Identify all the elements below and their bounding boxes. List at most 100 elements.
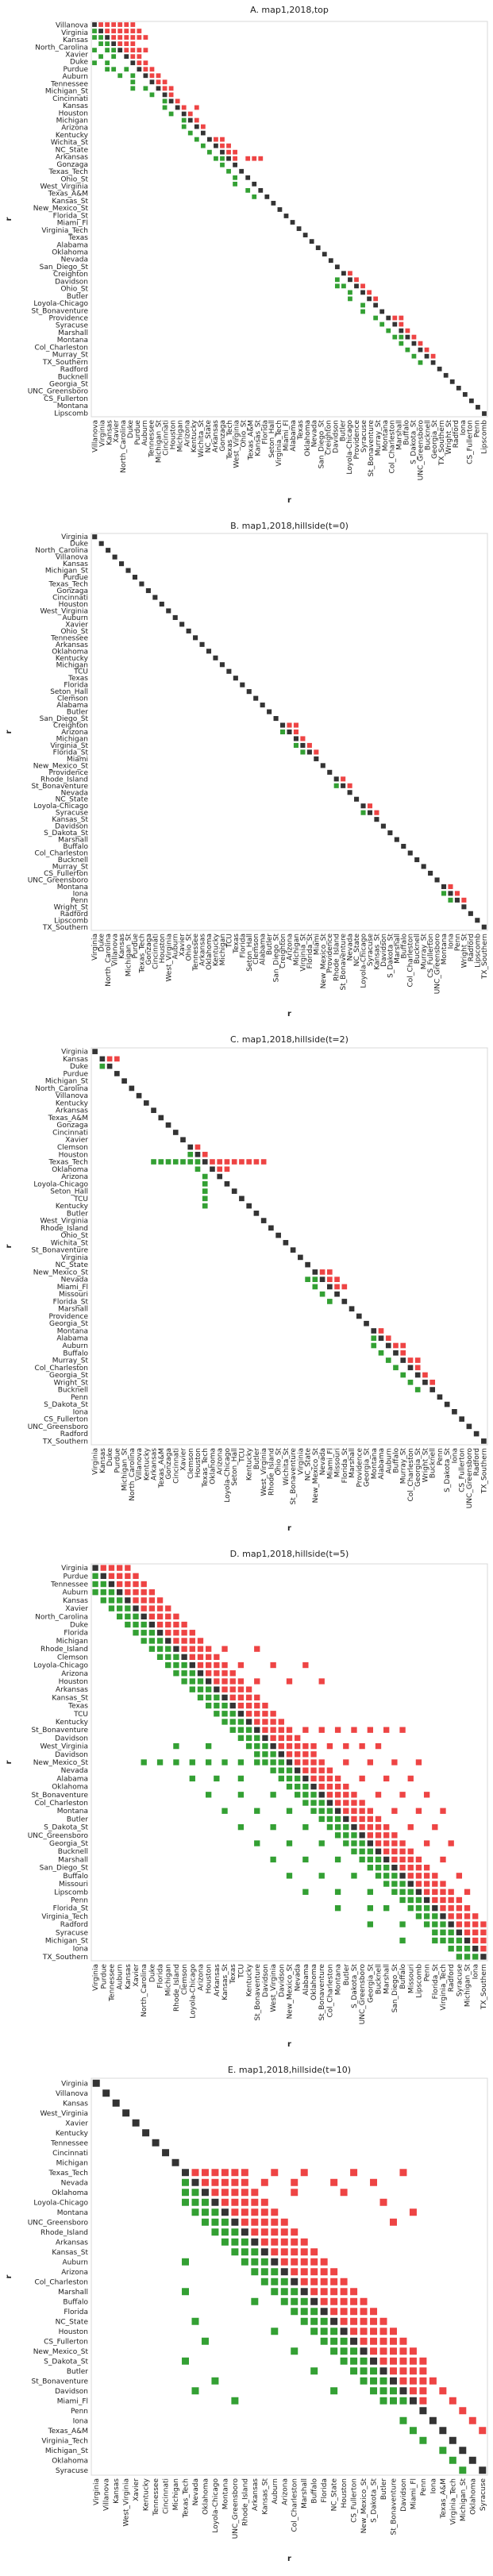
heatmap-cell-lower [245, 1727, 252, 1733]
y-tick-label: Miami_Fl [57, 2397, 88, 2405]
heatmap-cell-upper [280, 2248, 288, 2256]
x-tick-label: North_Carolina [105, 934, 113, 987]
heatmap-cell-lower [310, 1792, 317, 1798]
x-tick-label: Nevada [192, 2478, 200, 2505]
heatmap-cell-lower [189, 1775, 195, 1782]
x-tick-label: UNC_Greensboro [466, 1448, 474, 1509]
x-tick-label: Wright_St [445, 420, 453, 455]
heatmap-cell-upper [260, 2208, 268, 2216]
y-tick-label: Virginia [61, 2080, 88, 2088]
y-tick-label: Florida [64, 682, 88, 690]
heatmap-cell-upper [341, 776, 346, 782]
heatmap-cell-upper [379, 2328, 387, 2335]
y-tick-label: Iona [73, 1408, 88, 1416]
heatmap-cell-upper [245, 1711, 252, 1717]
heatmap-cell-upper [133, 1589, 139, 1596]
panel-title: C. map1,2018,hillside(t=2) [230, 1034, 349, 1045]
heatmap-cell-lower [182, 2198, 190, 2206]
heatmap-cell-lower [310, 2308, 318, 2316]
heatmap-cell-lower [241, 2248, 248, 2256]
heatmap-cell-upper [214, 137, 218, 142]
heatmap-cell-lower [156, 1638, 164, 1644]
heatmap-cell-diagonal [287, 729, 292, 735]
y-tick-label: Virginia [61, 1049, 88, 1057]
heatmap-cell-upper [429, 1379, 436, 1385]
heatmap-cell-lower [221, 2228, 229, 2236]
heatmap-cell-upper [229, 1670, 236, 1677]
heatmap-cell-lower [241, 2258, 248, 2266]
x-tick-label: West_Virginia [123, 2478, 131, 2527]
heatmap-cell-lower [251, 2258, 259, 2266]
x-tick-label: Arizona [281, 2478, 289, 2505]
heatmap-cell-diagonal [239, 168, 245, 174]
heatmap-cell-lower [326, 1823, 333, 1831]
y-tick-label: San_Diego_St [40, 715, 89, 723]
heatmap-cell-upper [373, 296, 379, 302]
heatmap-cell-upper [125, 1589, 131, 1596]
heatmap-cell-lower [229, 1727, 236, 1733]
heatmap-cell-diagonal [300, 742, 306, 748]
heatmap-cell-upper [125, 1581, 131, 1588]
y-tick-label: Michigan_St [45, 2447, 89, 2455]
x-tick-label: Oklahoma [304, 420, 312, 456]
y-tick-label: Ohio_St [60, 1232, 88, 1240]
x-tick-label: Col_Charleston [389, 420, 397, 473]
heatmap-cell-diagonal [133, 1605, 139, 1611]
heatmap-cell-lower [291, 2297, 298, 2305]
x-tick-label: Virginia_St [299, 934, 307, 972]
heatmap-cell-lower [201, 2198, 209, 2206]
y-tick-label: S_Dakota_St [44, 830, 88, 837]
heatmap-cell-upper [419, 2367, 427, 2375]
y-tick-label: S_Dakota_St [44, 1824, 88, 1832]
heatmap-cell-lower [260, 2278, 268, 2285]
heatmap-cell-diagonal [448, 1921, 454, 1927]
y-tick-label: Texas [67, 675, 88, 683]
x-tick-label: Syracuse [360, 420, 368, 453]
heatmap-cell-diagonal [187, 117, 193, 123]
x-tick-label: Lipscomb [415, 1964, 423, 1998]
x-tick-label: West_Virginia [233, 420, 241, 468]
heatmap-cell-lower [312, 1276, 318, 1282]
x-tick-label: Nevada [319, 1448, 327, 1475]
y-axis-label: r [5, 1760, 13, 1764]
heatmap-cell-upper [375, 1742, 382, 1750]
heatmap-cell-upper [260, 2228, 268, 2236]
heatmap-cell-diagonal [341, 271, 346, 276]
heatmap-cell-upper [260, 1159, 267, 1165]
heatmap-cell-upper [479, 2427, 487, 2435]
heatmap-cell-upper [271, 2248, 279, 2256]
heatmap-cell-upper [448, 1905, 454, 1912]
heatmap-cell-diagonal [213, 655, 218, 660]
heatmap-cell-lower [100, 1597, 106, 1604]
heatmap-cell-diagonal [385, 1342, 391, 1349]
heatmap-cell-upper [181, 1638, 187, 1644]
heatmap-cell-lower [320, 2328, 328, 2335]
heatmap-panel-4: D. map1,2018,hillside(t=5)VirginiaPurdue… [5, 1549, 488, 2049]
heatmap-cell-upper [300, 736, 306, 741]
y-tick-label: Davidson [55, 1751, 88, 1759]
heatmap-cell-diagonal [328, 258, 333, 264]
heatmap-cell-upper [432, 1873, 438, 1879]
heatmap-cell-diagonal [210, 1166, 215, 1172]
heatmap-cell-lower [214, 1694, 220, 1701]
heatmap-cell-lower [400, 1372, 406, 1378]
y-tick-label: Tennessee [50, 80, 88, 88]
heatmap-cell-diagonal [374, 817, 379, 822]
heatmap-cell-diagonal [262, 1735, 268, 1742]
heatmap-cell-lower [237, 1719, 245, 1725]
heatmap-cell-upper [399, 2337, 407, 2345]
heatmap-cell-upper [379, 2337, 387, 2345]
heatmap-cell-lower [211, 2218, 219, 2226]
x-tick-label: S_Dakota_St [410, 420, 418, 464]
heatmap-cell-diagonal [106, 1063, 113, 1069]
heatmap-cell-lower [237, 1775, 245, 1782]
x-tick-label: Florida_St [432, 1964, 440, 2000]
heatmap-cell-upper [320, 2278, 328, 2285]
heatmap-cell-lower [189, 1670, 195, 1677]
heatmap-cell-upper [389, 2347, 397, 2355]
heatmap-cell-lower [392, 334, 398, 340]
x-tick-label: Marshall [349, 1448, 356, 1478]
heatmap-cell-upper [214, 1670, 220, 1677]
heatmap-cell-diagonal [182, 2169, 190, 2177]
heatmap-cell-lower [348, 296, 352, 302]
